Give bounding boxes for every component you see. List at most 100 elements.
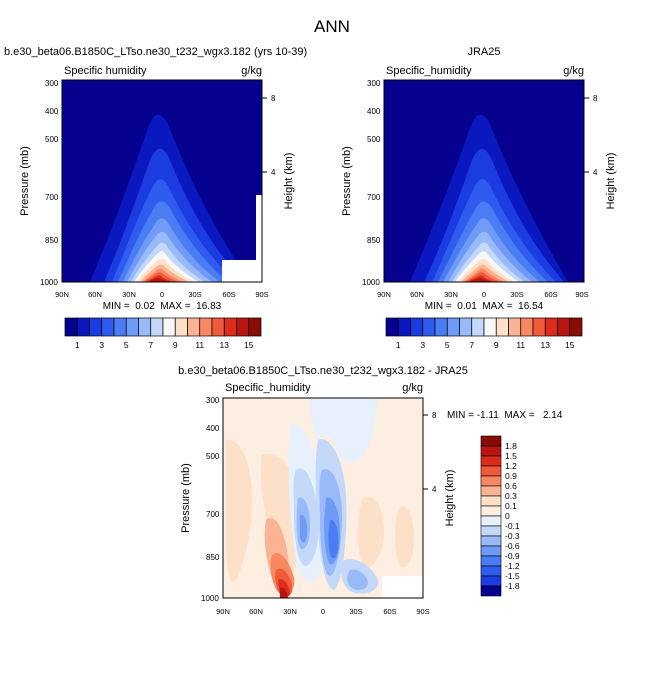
panel-model-ytick: 500 (45, 135, 59, 144)
colorbar-difference-cell (480, 485, 502, 497)
colorbar-model-label: 15 (244, 340, 254, 350)
colorbar-reference-cell (422, 317, 436, 337)
panel-reference-ytick: 400 (367, 107, 381, 116)
colorbar-model-label: 1 (75, 340, 80, 350)
panel-difference-xtick: 0 (321, 607, 325, 616)
panel-reference-xtick: 60N (410, 290, 424, 299)
panel-difference-xtick: 30N (283, 607, 297, 616)
panel-difference-ylabel: Pressure (mb) (180, 463, 192, 533)
colorbar-difference-label: -1.2 (505, 561, 520, 571)
panel-reference-field-label: Specific_humidity (386, 65, 472, 77)
colorbar-difference-cell (480, 435, 502, 447)
colorbar-reference-label: 9 (494, 340, 499, 350)
colorbar-difference-cell (480, 585, 502, 597)
colorbar-difference-cell (480, 475, 502, 487)
panel-model-frame (61, 79, 263, 283)
panel-model-xtick: 90N (55, 290, 69, 299)
panel-model-ylabel: Pressure (mb) (19, 146, 31, 216)
panel-model-title: b.e30_beta06.B1850C_LTso.ne30_t232_wgx3.… (4, 46, 307, 58)
colorbar-model-cell (162, 317, 176, 337)
colorbar-difference-label: -0.6 (505, 541, 520, 551)
panel-model-ylabel-right: Height (km) (283, 153, 295, 210)
colorbar-reference-cell (532, 317, 546, 337)
colorbar-reference-label: 13 (541, 340, 551, 350)
colorbar-difference-label: 1.5 (505, 451, 517, 461)
colorbar-reference-cell (557, 317, 571, 337)
panel-difference-ytick: 700 (206, 510, 220, 519)
colorbar-reference-cell (459, 317, 473, 337)
panel-difference-xtick: 30S (349, 607, 362, 616)
figure-title: ANN (314, 17, 350, 36)
colorbar-model-cell (89, 317, 103, 337)
panel-reference-ytick: 500 (367, 135, 381, 144)
colorbar-reference-label: 1 (396, 340, 401, 350)
panel-model-units: g/kg (241, 65, 262, 77)
colorbar-model: 1 3 5 7 9 11 13 15 (64, 317, 262, 350)
panel-reference-ytick: 1000 (362, 278, 380, 287)
colorbar-model-label: 11 (195, 340, 204, 350)
colorbar-reference-cell (471, 317, 485, 337)
panel-model-stats: MIN = 0.02 MAX = 16.83 (103, 301, 222, 312)
colorbar-difference-cell (480, 515, 502, 527)
panel-reference: JRA25 Specific_humidity g/kg 300 400 500… (341, 46, 617, 312)
panel-model-contours (62, 80, 262, 282)
colorbar-difference-cell (480, 535, 502, 547)
colorbar-difference-label: -1.5 (505, 571, 520, 581)
colorbar-difference-label: 0 (505, 511, 510, 521)
colorbar-difference-label: 0.3 (505, 491, 517, 501)
colorbar-difference-label: 1.8 (505, 441, 517, 451)
colorbar-reference-cell (508, 317, 522, 337)
panel-difference-xtick: 60N (249, 607, 263, 616)
panel-difference-contours (223, 398, 423, 598)
colorbar-model-cell (64, 317, 78, 337)
panel-difference-stats: MIN = -1.11 MAX = 2.14 (447, 410, 563, 421)
colorbar-reference-cell (520, 317, 534, 337)
panel-reference-ytick: 700 (367, 193, 381, 202)
colorbar-reference-label: 11 (516, 340, 525, 350)
panel-difference-xtick: 90S (416, 607, 429, 616)
panel-model-xtick: 60S (222, 290, 235, 299)
panel-model-xtick: 30S (188, 290, 201, 299)
colorbar-model-cell (174, 317, 188, 337)
colorbar-difference-cell (480, 455, 502, 467)
panel-model-ytick: 700 (45, 193, 59, 202)
panel-reference-xtick: 0 (482, 290, 486, 299)
panel-reference-xtick: 60S (544, 290, 557, 299)
panel-model-xtick: 30N (122, 290, 136, 299)
colorbar-reference-cell (569, 317, 583, 337)
panel-difference-ylabel-right: Height (km) (444, 470, 456, 527)
panel-model-xtick: 0 (160, 290, 164, 299)
panel-reference-xtick: 30N (444, 290, 458, 299)
panel-difference-ytick: 400 (206, 424, 220, 433)
colorbar-difference-label: 0.6 (505, 481, 517, 491)
panel-model-ytick: 1000 (40, 278, 58, 287)
colorbar-difference-cell (480, 575, 502, 587)
colorbar-difference-label: -0.9 (505, 551, 520, 561)
colorbar-difference-label: 0.9 (505, 471, 517, 481)
colorbar-model-cell (199, 317, 213, 337)
colorbar-difference-label: 0.1 (505, 501, 517, 511)
colorbar-model-label: 5 (124, 340, 129, 350)
panel-reference-units: g/kg (563, 65, 584, 77)
colorbar-difference-cell (480, 555, 502, 567)
colorbar-reference-label: 7 (469, 340, 474, 350)
panel-difference: b.e30_beta06.B1850C_LTso.ne30_t232_wgx3.… (178, 365, 563, 616)
panel-difference-xtick: 60S (383, 607, 396, 616)
colorbar-difference-cell (480, 495, 502, 507)
panel-reference-contours (384, 80, 584, 282)
colorbar-difference-cell (480, 505, 502, 517)
panel-reference-xtick: 90S (575, 290, 588, 299)
colorbar-difference-cell (480, 565, 502, 577)
panel-reference-stats: MIN = 0.01 MAX = 16.54 (425, 301, 544, 312)
colorbar-reference-label: 3 (420, 340, 425, 350)
panel-difference-ytick: 850 (206, 553, 220, 562)
panel-model-xtick: 60N (88, 290, 102, 299)
panel-reference-xtick: 30S (510, 290, 523, 299)
colorbar-model-cell (223, 317, 237, 337)
panel-reference-title: JRA25 (467, 46, 500, 58)
colorbar-model-cell (236, 317, 250, 337)
panel-reference-y2tick: 4 (593, 168, 598, 177)
panel-model-y2tick: 8 (271, 94, 276, 103)
colorbar-difference-cell (480, 445, 502, 457)
